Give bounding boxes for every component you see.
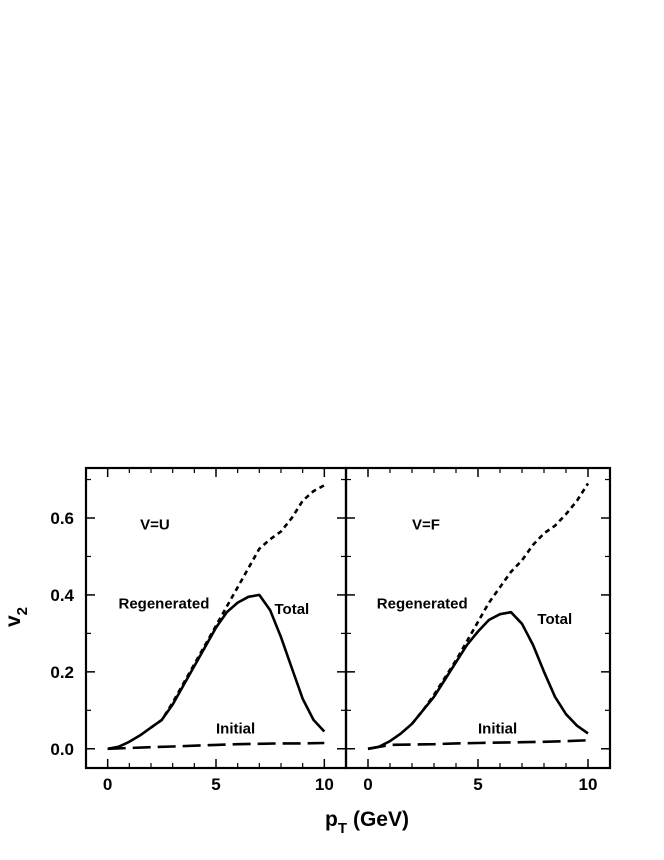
panel-title: V=F [412,517,440,534]
x-tick-label: 0 [103,775,112,794]
series-regenerated-line [150,484,325,729]
annotation-regenerated: Regenerated [119,595,210,612]
x-axis-title-subscript: T [338,820,347,837]
annotation-initial: Initial [216,720,255,737]
x-axis-title-symbol: p [325,808,338,831]
annotation-total: Total [537,611,572,628]
y-tick-label: 0.4 [50,586,74,605]
y-axis-title-subscript: 2 [14,607,31,615]
x-tick-label: 10 [579,775,598,794]
panel-title: V=U [140,517,170,534]
y-axis-title-symbol: v [2,615,25,627]
panel-v-f: 0 5 10 V=F Regenerated Total Initial [344,466,612,794]
series-initial-line [367,739,589,751]
series-initial-line [107,741,325,751]
annotation-initial: Initial [478,720,517,737]
annotation-total: Total [275,601,310,618]
y-tick-label: 0.0 [50,740,74,759]
y-axis-title: v2 [2,607,31,627]
x-axis-title-unit: (GeV) [353,808,409,831]
series-total-line [367,610,589,751]
y-tick-label: 0.6 [50,509,74,528]
x-tick-label: 5 [473,775,482,794]
panel-v-u: 0 5 10 0.0 0.2 0.4 0.6 V=U Regenerated Total Initi… [50,466,348,794]
x-tick-label: 10 [315,775,334,794]
x-axis-title: pT (GeV) [325,808,409,837]
y-tick-label: 0.2 [50,663,74,682]
series-regenerated-line [410,482,590,725]
x-tick-label: 0 [363,775,372,794]
x-tick-label: 5 [211,775,220,794]
annotation-regenerated: Regenerated [377,595,468,612]
